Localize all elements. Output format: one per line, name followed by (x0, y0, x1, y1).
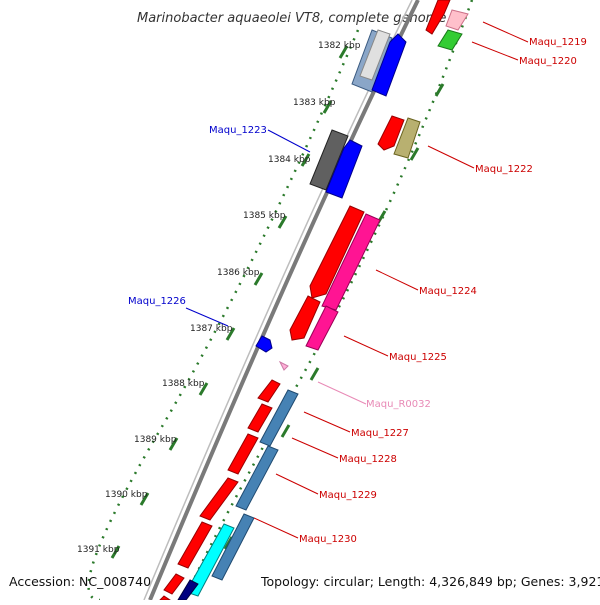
gene-maqu-r0032[interactable] (278, 360, 289, 371)
outer-scale-line (183, 0, 474, 601)
map-title: Marinobacter aquaeolei VT8, complete gen… (137, 11, 446, 26)
gene-label[interactable]: Maqu_1226 (128, 296, 186, 307)
gene-label[interactable]: Maqu_1219 (529, 37, 587, 48)
gene-label[interactable]: Maqu_1229 (319, 490, 377, 501)
scale-label: 1387 kbp (190, 324, 233, 334)
scale-label: 1385 kbp (243, 211, 286, 221)
scale-label: 1386 kbp (217, 268, 260, 278)
gene-maqu-1224[interactable] (309, 205, 365, 299)
inner-scale-ticks (110, 45, 349, 559)
gene-maqu-1220[interactable] (437, 29, 463, 51)
gene-label[interactable]: Maqu_1230 (299, 534, 357, 545)
gene-maqu-1222[interactable] (393, 117, 421, 159)
scale-label: 1389 kbp (134, 435, 177, 445)
topology-text: Topology: circular; Length: 4,326,849 bp… (260, 574, 600, 589)
gene-maqu-1226[interactable] (255, 335, 273, 353)
scale-label: 1384 kbp (268, 155, 311, 165)
gene-top-white[interactable] (359, 29, 391, 81)
gene-maqu-1230-red[interactable] (177, 521, 213, 569)
gene-maqu-1230[interactable] (185, 523, 235, 597)
gene-label[interactable]: Maqu_1223 (209, 125, 267, 136)
gene-label[interactable]: Maqu_1220 (519, 56, 577, 67)
gene-leaders (185, 21, 529, 539)
gene-label[interactable]: Maqu_1222 (475, 164, 533, 175)
gene-maqu-1223[interactable] (325, 139, 363, 199)
gene-maqu-1229-red[interactable] (199, 477, 239, 521)
gene-label[interactable]: Maqu_1227 (351, 428, 409, 439)
gene-maqu-1223-gray[interactable] (309, 129, 349, 191)
gene-features (158, 0, 469, 601)
gene-bottom-red-a[interactable] (163, 573, 185, 595)
gene-label[interactable]: Maqu_1225 (389, 352, 447, 363)
accession-text: Accession: NC_008740 (9, 574, 151, 589)
gene-label[interactable]: Maqu_1224 (419, 286, 477, 297)
gene-maqu-1228[interactable] (235, 445, 279, 511)
gene-maqu-1227-red-a[interactable] (257, 379, 281, 403)
gene-maqu-1224-pink[interactable] (321, 213, 381, 311)
gene-maqu-1228-red[interactable] (227, 433, 259, 475)
gene-maqu-1227[interactable] (259, 389, 299, 447)
gene-maqu-1219-partner[interactable] (445, 9, 469, 31)
scale-label: 1388 kbp (162, 379, 205, 389)
inner-scale-line (87, 29, 360, 602)
gene-bottom-red-b[interactable] (158, 595, 172, 601)
scale-label: 1390 kbp (105, 490, 148, 500)
gene-label[interactable]: Maqu_1228 (339, 454, 397, 465)
gene-maqu-1219[interactable] (425, 0, 451, 35)
scale-labels: 1382 kbp 1383 kbp 1384 kbp 1385 kbp 1386… (77, 41, 361, 555)
gene-maqu-1225[interactable] (305, 305, 339, 351)
gene-maqu-1227-red-b[interactable] (247, 403, 273, 433)
gene-maqu-1222-red[interactable] (377, 115, 405, 151)
gene-maqu-1229[interactable] (211, 513, 255, 581)
scale-label: 1391 kbp (77, 545, 120, 555)
scale-label: 1382 kbp (318, 41, 361, 51)
gene-top-blue[interactable] (371, 33, 407, 97)
scale-label: 1383 kbp (293, 98, 336, 108)
gene-maqu-1225-red[interactable] (289, 295, 321, 341)
gene-label[interactable]: Maqu_R0032 (366, 399, 431, 410)
gene-labels: Maqu_1219 Maqu_1220 Maqu_1222 Maqu_1223 … (128, 37, 587, 545)
